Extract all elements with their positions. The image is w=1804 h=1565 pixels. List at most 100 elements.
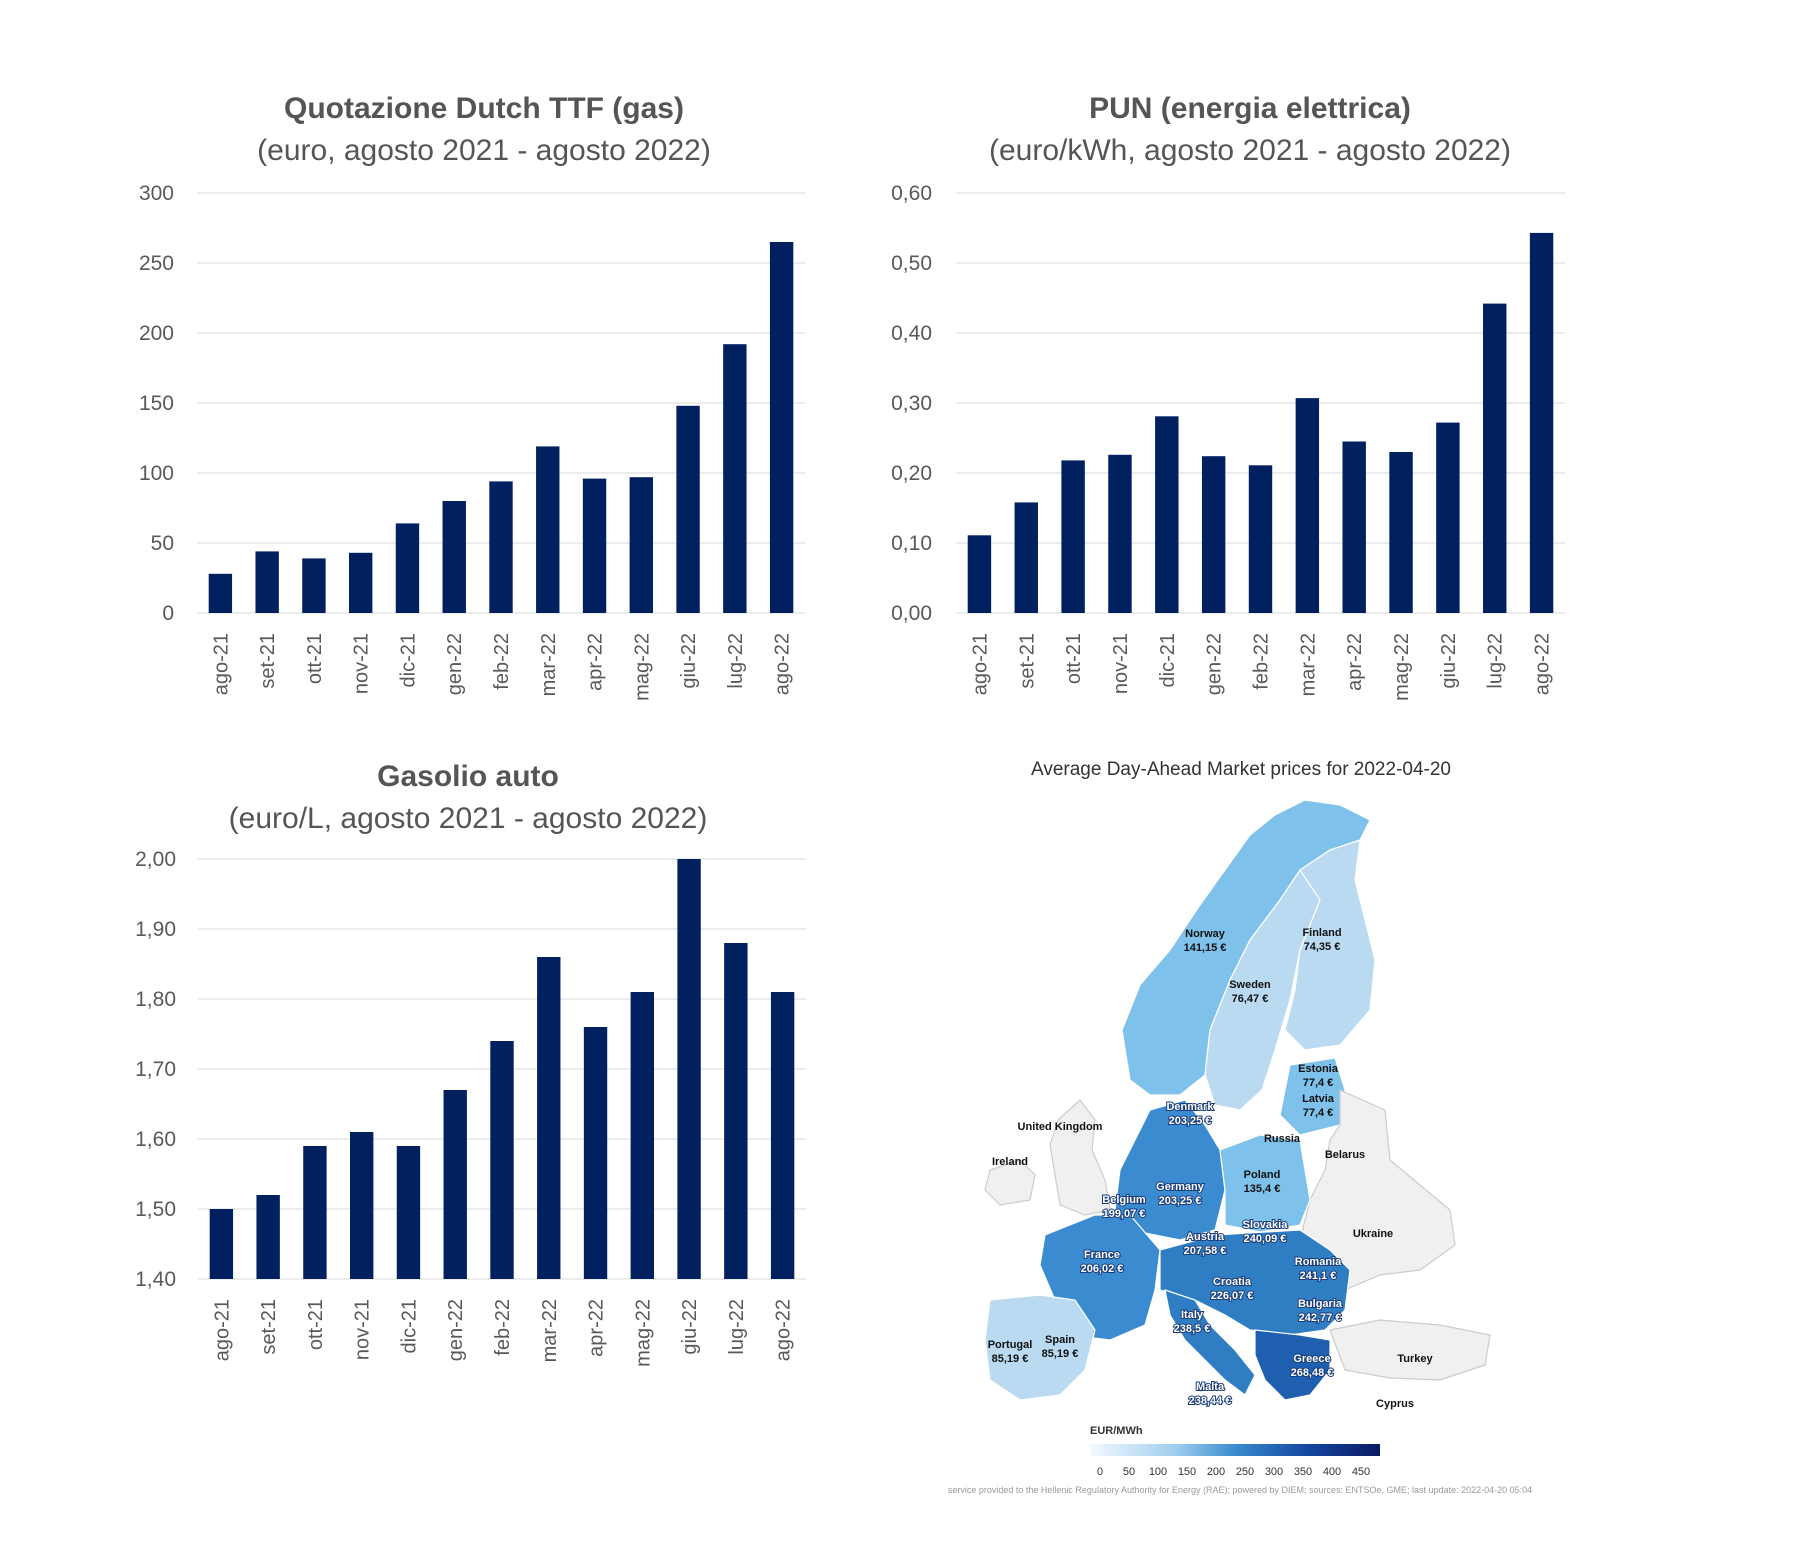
x-tick-label: ago-22: [772, 633, 794, 695]
map-legend: EUR/MWh 0 50 100 150 200 250 300 350 400 450: [1090, 1425, 1380, 1478]
legend-ticks: 0 50 100 150 200 250 300 350 400 450: [1097, 1466, 1370, 1478]
bar: [723, 344, 747, 613]
country-name-label: Austria: [1186, 1231, 1225, 1243]
country-price-label: 226,07 €: [1211, 1290, 1254, 1302]
x-tick-label: lug-22: [726, 1299, 748, 1355]
chart-subtitle: (euro/kWh, agosto 2021 - agosto 2022): [989, 134, 1511, 167]
ttf-gas-chart: Quotazione Dutch TTF (gas) (euro, agosto…: [139, 92, 805, 701]
legend-tick-label: 50: [1123, 1466, 1135, 1478]
country-italy-shape: [1164, 1289, 1256, 1396]
bar: [208, 573, 233, 613]
y-tick-label: 50: [151, 532, 174, 555]
y-tick-label: 200: [139, 322, 174, 345]
country-name-label: Germany: [1156, 1181, 1205, 1193]
bar: [582, 478, 607, 613]
country-price-label: 203,25 €: [1159, 1195, 1202, 1207]
y-tick-label: 1,90: [135, 918, 176, 941]
x-tick-label: nov-21: [1110, 633, 1132, 694]
bar: [1295, 398, 1320, 613]
country-central-shape: [1159, 1229, 1351, 1336]
x-tick-label: lug-22: [1485, 633, 1507, 689]
chart-title: Quotazione Dutch TTF (gas): [284, 92, 684, 125]
country-price-label: 203,25 €: [1169, 1115, 1212, 1127]
country-name-label: Poland: [1244, 1169, 1281, 1181]
country-price-label: 74,35 €: [1304, 941, 1341, 953]
country-name-label: Romania: [1295, 1256, 1342, 1268]
country-iberia-shape: [984, 1294, 1096, 1401]
x-tick-label: dic-21: [397, 633, 419, 687]
country-name-label: Finland: [1302, 927, 1341, 939]
country-name-label: Greece: [1293, 1353, 1330, 1365]
country-price-label: 207,58 €: [1184, 1245, 1227, 1257]
x-tick-label: giu-22: [1438, 633, 1460, 689]
country-name-label: Ireland: [992, 1156, 1028, 1168]
country-name-label: Portugal: [988, 1339, 1033, 1351]
x-tick-label: ago-21: [211, 1299, 233, 1361]
bar: [395, 523, 420, 613]
legend-tick-label: 150: [1178, 1466, 1196, 1478]
country-price-label: 77,4 €: [1303, 1077, 1334, 1089]
country-price-label: 76,47 €: [1232, 993, 1269, 1005]
country-price-label: 242,77 €: [1299, 1312, 1342, 1324]
chart-subtitle: (euro, agosto 2021 - agosto 2022): [257, 134, 711, 167]
legend-tick-label: 450: [1352, 1466, 1370, 1478]
x-tick-label: mag-22: [632, 1299, 654, 1367]
x-tick-label: lug-22: [725, 633, 747, 689]
bar: [350, 1132, 374, 1279]
bar: [583, 1027, 608, 1279]
legend-tick-label: 350: [1294, 1466, 1312, 1478]
x-tick-label: gen-22: [444, 633, 466, 695]
bar: [630, 992, 654, 1279]
chart-title: PUN (energia elettrica): [1089, 92, 1411, 125]
country-price-label: 85,19 €: [1042, 1348, 1079, 1360]
y-tick-label: 1,60: [135, 1128, 176, 1151]
bar: [303, 1146, 327, 1279]
x-tick-label: giu-22: [679, 1299, 701, 1355]
x-tick-label: set-21: [258, 1299, 280, 1355]
x-tick-label: mar-22: [538, 633, 560, 696]
x-tick-label: mar-22: [539, 1299, 561, 1362]
bar: [629, 477, 653, 613]
country-price-label: 199,07 €: [1103, 1208, 1146, 1220]
country-price-label: 135,4 €: [1244, 1183, 1281, 1195]
country-price-label: 85,19 €: [992, 1353, 1029, 1365]
legend-tick-label: 0: [1097, 1466, 1103, 1478]
bar: [302, 558, 326, 613]
country-name-label: Slovakia: [1243, 1219, 1289, 1231]
country-greece-shape: [1254, 1329, 1331, 1401]
x-tick-label: apr-22: [585, 633, 607, 691]
legend-tick-label: 250: [1236, 1466, 1254, 1478]
bar: [1248, 465, 1273, 613]
bar: [1155, 416, 1179, 613]
bar: [396, 1146, 421, 1279]
bar: [676, 405, 700, 613]
x-tick-label: nov-21: [352, 1299, 374, 1360]
y-tick-label: 0,20: [891, 462, 932, 485]
bar: [967, 535, 992, 613]
bar: [1342, 441, 1366, 613]
x-tick-label: giu-22: [678, 633, 700, 689]
country-name-label: Turkey: [1397, 1353, 1433, 1365]
x-tick-label: dic-21: [398, 1299, 420, 1353]
y-tick-label: 0,60: [891, 182, 932, 205]
bar: [349, 552, 373, 613]
country-name-label: Malta: [1196, 1381, 1225, 1393]
bar: [490, 1041, 514, 1279]
bar: [769, 242, 794, 613]
chart-subtitle: (euro/L, agosto 2021 - agosto 2022): [229, 802, 708, 835]
bar: [1061, 460, 1085, 613]
country-name-label: Russia: [1264, 1133, 1301, 1145]
x-tick-label: ott-21: [304, 633, 326, 684]
bar: [1529, 232, 1554, 613]
country-price-label: 77,4 €: [1303, 1107, 1334, 1119]
x-tick-label: mag-22: [631, 633, 653, 701]
bar: [442, 501, 466, 613]
country-price-label: 141,15 €: [1184, 942, 1227, 954]
country-price-label: 238,44 €: [1189, 1395, 1232, 1407]
country-uk-shape: [1049, 1099, 1111, 1216]
country-price-label: 241,1 €: [1300, 1270, 1337, 1282]
y-tick-label: 100: [139, 462, 174, 485]
x-tick-label: ago-21: [210, 633, 232, 695]
country-ireland-shape: [984, 1159, 1036, 1206]
